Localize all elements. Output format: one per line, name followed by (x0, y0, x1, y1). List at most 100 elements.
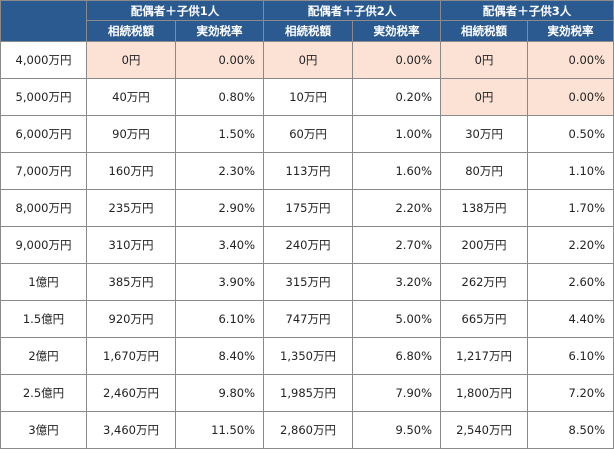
estate-value-cell: 3億円 (0, 411, 87, 449)
tax-amount-cell: 235万円 (86, 189, 176, 227)
tax-amount-cell: 160万円 (86, 152, 176, 190)
estate-value-cell: 1億円 (0, 263, 87, 301)
tax-amount-cell: 0円 (263, 41, 354, 79)
tax-amount-cell: 262万円 (440, 263, 529, 301)
tax-amount-cell: 1,670万円 (86, 337, 176, 375)
tax-amount-cell: 310万円 (86, 226, 176, 264)
effective-rate-cell: 0.50% (527, 115, 614, 153)
sub-header-effective-rate: 実効税率 (352, 20, 442, 42)
effective-rate-cell: 2.20% (527, 226, 614, 264)
tax-amount-cell: 30万円 (440, 115, 529, 153)
tax-amount-cell: 1,985万円 (263, 374, 354, 412)
effective-rate-cell: 7.20% (527, 374, 614, 412)
effective-rate-cell: 11.50% (174, 411, 265, 449)
effective-rate-cell: 3.40% (174, 226, 265, 264)
estate-value-cell: 2億円 (0, 337, 87, 375)
table-header: 配偶者＋子供1人 配偶者＋子供2人 配偶者＋子供3人 相続税額 実効税率 相続税… (0, 0, 614, 42)
effective-rate-cell: 5.00% (352, 300, 442, 338)
tax-amount-cell: 0円 (440, 78, 529, 116)
effective-rate-cell: 4.40% (527, 300, 614, 338)
effective-rate-cell: 1.70% (527, 189, 614, 227)
table-body: 4,000万円 0円 0.00% 0円 0.00% 0円 0.00% 5,000万円 40万円 0… (0, 41, 614, 449)
tax-amount-cell: 385万円 (86, 263, 176, 301)
table-row: 2.5億円 2,460万円 9.80% 1,985万円 7.90% 1,800万円 7.20… (0, 374, 614, 412)
tax-amount-cell: 90万円 (86, 115, 176, 153)
sub-header-effective-rate: 実効税率 (527, 20, 614, 42)
table-row: 5,000万円 40万円 0.80% 10万円 0.20% 0円 0.00% (0, 78, 614, 116)
effective-rate-cell: 6.80% (352, 337, 442, 375)
sub-header-tax-amount: 相続税額 (263, 20, 354, 42)
tax-amount-cell: 40万円 (86, 78, 176, 116)
effective-rate-cell: 0.00% (527, 78, 614, 116)
table-row: 3億円 3,460万円 11.50% 2,860万円 9.50% 2,540万円 8.50% (0, 411, 614, 449)
estate-value-cell: 2.5億円 (0, 374, 87, 412)
tax-amount-cell: 1,350万円 (263, 337, 354, 375)
table-row: 9,000万円 310万円 3.40% 240万円 2.70% 200万円 2.20% (0, 226, 614, 264)
tax-amount-cell: 1,217万円 (440, 337, 529, 375)
effective-rate-cell: 9.80% (174, 374, 265, 412)
effective-rate-cell: 1.50% (174, 115, 265, 153)
effective-rate-cell: 3.90% (174, 263, 265, 301)
sub-header-tax-amount: 相続税額 (86, 20, 176, 42)
estate-value-cell: 7,000万円 (0, 152, 87, 190)
table-row: 1億円 385万円 3.90% 315万円 3.20% 262万円 2.60% (0, 263, 614, 301)
tax-amount-cell: 10万円 (263, 78, 354, 116)
tax-amount-cell: 175万円 (263, 189, 354, 227)
effective-rate-cell: 0.00% (527, 41, 614, 79)
group-header-spouse-3-children: 配偶者＋子供3人 (440, 0, 614, 21)
tax-amount-cell: 200万円 (440, 226, 529, 264)
tax-amount-cell: 0円 (86, 41, 176, 79)
tax-amount-cell: 2,540万円 (440, 411, 529, 449)
effective-rate-cell: 0.00% (352, 41, 442, 79)
tax-amount-cell: 747万円 (263, 300, 354, 338)
table-row: 8,000万円 235万円 2.90% 175万円 2.20% 138万円 1.70% (0, 189, 614, 227)
tax-amount-cell: 113万円 (263, 152, 354, 190)
estate-value-cell: 8,000万円 (0, 189, 87, 227)
effective-rate-cell: 9.50% (352, 411, 442, 449)
tax-amount-cell: 1,800万円 (440, 374, 529, 412)
effective-rate-cell: 8.40% (174, 337, 265, 375)
effective-rate-cell: 6.10% (174, 300, 265, 338)
tax-amount-cell: 138万円 (440, 189, 529, 227)
tax-amount-cell: 3,460万円 (86, 411, 176, 449)
effective-rate-cell: 2.70% (352, 226, 442, 264)
table-row: 4,000万円 0円 0.00% 0円 0.00% 0円 0.00% (0, 41, 614, 79)
effective-rate-cell: 2.20% (352, 189, 442, 227)
effective-rate-cell: 1.00% (352, 115, 442, 153)
effective-rate-cell: 2.30% (174, 152, 265, 190)
effective-rate-cell: 1.10% (527, 152, 614, 190)
tax-amount-cell: 60万円 (263, 115, 354, 153)
tax-amount-cell: 665万円 (440, 300, 529, 338)
sub-header-tax-amount: 相続税額 (440, 20, 529, 42)
effective-rate-cell: 0.20% (352, 78, 442, 116)
table-row: 1.5億円 920万円 6.10% 747万円 5.00% 665万円 4.40% (0, 300, 614, 338)
tax-amount-cell: 2,460万円 (86, 374, 176, 412)
sub-header-effective-rate: 実効税率 (174, 20, 265, 42)
effective-rate-cell: 6.10% (527, 337, 614, 375)
tax-amount-cell: 2,860万円 (263, 411, 354, 449)
effective-rate-cell: 0.80% (174, 78, 265, 116)
effective-rate-cell: 2.90% (174, 189, 265, 227)
sub-header-row: 相続税額 実効税率 相続税額 実効税率 相続税額 実効税率 (1, 20, 614, 42)
effective-rate-cell: 2.60% (527, 263, 614, 301)
table-row: 6,000万円 90万円 1.50% 60万円 1.00% 30万円 0.50% (0, 115, 614, 153)
tax-amount-cell: 80万円 (440, 152, 529, 190)
effective-rate-cell: 7.90% (352, 374, 442, 412)
table-row: 2億円 1,670万円 8.40% 1,350万円 6.80% 1,217万円 6.10% (0, 337, 614, 375)
table-row: 7,000万円 160万円 2.30% 113万円 1.60% 80万円 1.10% (0, 152, 614, 190)
group-header-spouse-1-child: 配偶者＋子供1人 (85, 0, 265, 21)
tax-amount-cell: 315万円 (263, 263, 354, 301)
effective-rate-cell: 0.00% (174, 41, 265, 79)
estate-value-cell: 5,000万円 (0, 78, 87, 116)
estate-value-cell: 1.5億円 (0, 300, 87, 338)
tax-amount-cell: 0円 (440, 41, 529, 79)
estate-value-cell: 4,000万円 (0, 41, 87, 79)
group-header-spouse-2-children: 配偶者＋子供2人 (263, 0, 442, 21)
group-header-row: 配偶者＋子供1人 配偶者＋子供2人 配偶者＋子供3人 (0, 0, 614, 42)
estate-value-cell: 6,000万円 (0, 115, 87, 153)
tax-amount-cell: 240万円 (263, 226, 354, 264)
tax-amount-cell: 920万円 (86, 300, 176, 338)
corner-header-cell (0, 0, 87, 42)
effective-rate-cell: 1.60% (352, 152, 442, 190)
